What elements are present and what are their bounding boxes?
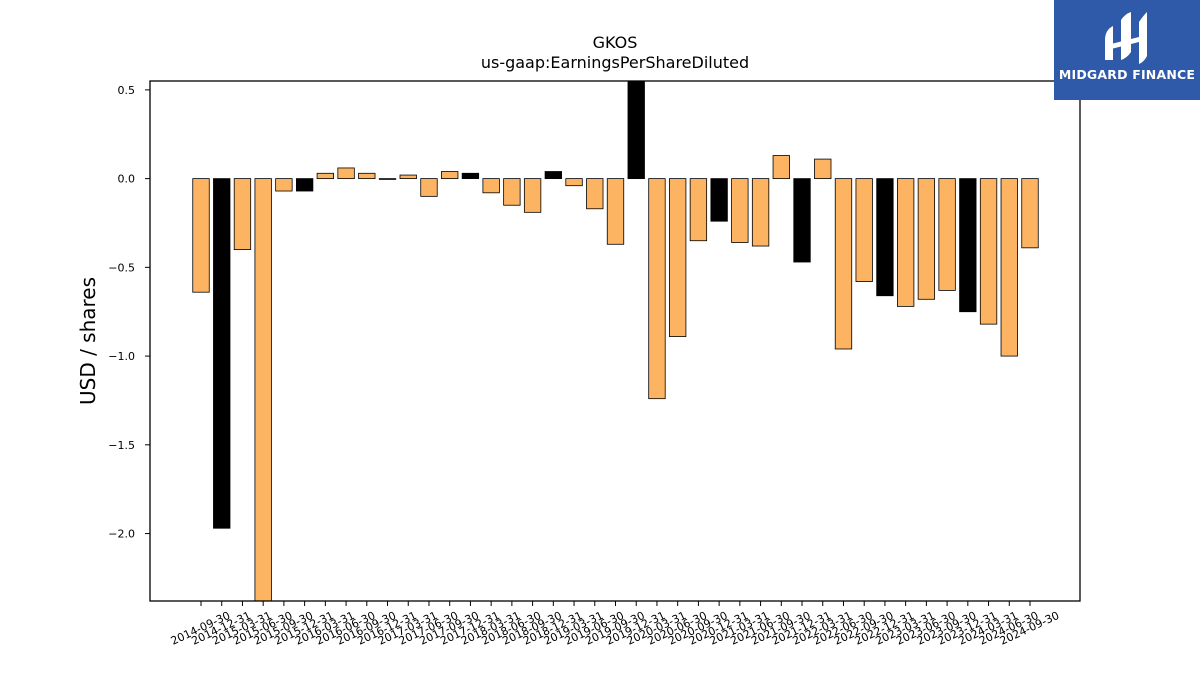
y-tick-label: 0.5	[118, 84, 136, 97]
midgard-logo: MIDGARD FINANCE	[1054, 0, 1200, 100]
bar-2017-06-30	[420, 178, 438, 197]
bar-2018-09-30	[523, 178, 542, 213]
bar-2020-09-30	[689, 178, 708, 242]
bar-2015-06-30	[254, 178, 272, 602]
y-tick-label: −0.5	[108, 261, 135, 274]
bar-2024-06-30	[1000, 178, 1018, 357]
midgard-logo-icon	[1105, 12, 1147, 64]
y-tick-label: −2.0	[108, 528, 135, 541]
bar-2020-12-31	[710, 178, 728, 222]
x-ticks-group: 2014-09-302014-12-312015-03-312015-06-30…	[169, 601, 1061, 648]
bar-2015-12-31	[295, 178, 314, 192]
bar-2016-03-31	[316, 172, 335, 180]
bar-2016-12-31	[378, 178, 397, 180]
bar-2024-09-30	[1021, 178, 1039, 249]
bar-2016-09-30	[358, 172, 376, 180]
bar-2019-12-31	[627, 80, 645, 180]
bar-2021-12-31	[793, 178, 811, 263]
bar-2021-06-30	[751, 178, 770, 247]
bar-2023-12-31	[959, 178, 977, 313]
y-tick-label: −1.5	[108, 439, 135, 452]
bar-2020-03-31	[648, 178, 666, 400]
bar-2021-03-31	[731, 178, 749, 243]
bar-2020-06-30	[669, 178, 687, 337]
bar-2019-03-31	[565, 178, 583, 187]
bar-2023-03-31	[897, 178, 915, 307]
plot-frame	[149, 80, 1081, 602]
bar-2018-06-30	[503, 178, 521, 206]
bar-2023-09-30	[938, 178, 956, 291]
chart-title: GKOS	[593, 33, 638, 52]
bar-2022-06-30	[834, 178, 853, 350]
bar-2017-09-30	[441, 171, 459, 180]
y-ticks-group: 0.5 0.0 −0.5 −1.0 −1.5 −2.0	[108, 84, 150, 541]
bar-2015-09-30	[275, 178, 293, 192]
bar-2024-03-31	[979, 178, 998, 325]
bar-2023-06-30	[917, 178, 936, 300]
bar-2018-03-31	[482, 178, 500, 194]
chart-subtitle: us-gaap:EarningsPerShareDiluted	[481, 53, 749, 72]
bar-2017-12-31	[461, 172, 480, 180]
bar-2014-09-30	[192, 178, 210, 293]
bar-2022-09-30	[855, 178, 873, 282]
y-tick-label: −1.0	[108, 350, 135, 363]
bar-2019-06-30	[586, 178, 604, 210]
bar-2021-09-30	[772, 155, 790, 180]
bar-2022-12-31	[876, 178, 894, 297]
bar-2015-03-31	[233, 178, 252, 250]
y-axis-label: USD / shares	[76, 277, 100, 405]
bar-2018-12-31	[544, 171, 562, 180]
midgard-logo-text: MIDGARD FINANCE	[1058, 67, 1196, 82]
bars-group	[192, 80, 1039, 602]
bar-2022-03-31	[814, 158, 832, 180]
bar-2014-12-31	[213, 178, 231, 529]
y-tick-label: 0.0	[118, 173, 136, 186]
bar-2017-03-31	[399, 174, 417, 180]
bar-2016-06-30	[337, 167, 355, 180]
bar-2019-09-30	[606, 178, 625, 245]
